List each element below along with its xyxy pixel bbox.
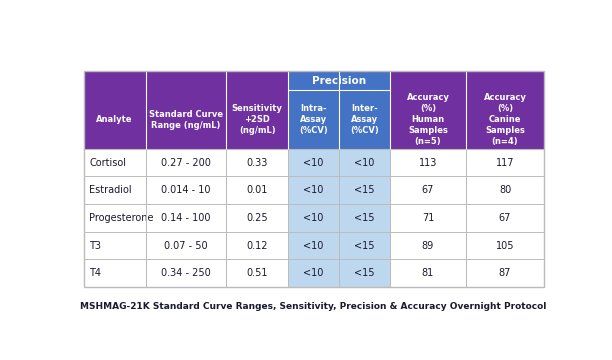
Text: 0.25: 0.25 — [247, 213, 268, 223]
Bar — [466, 176, 543, 204]
Text: <10: <10 — [304, 240, 324, 251]
Bar — [390, 232, 466, 260]
Bar — [339, 232, 390, 260]
Text: 105: 105 — [496, 240, 514, 251]
Bar — [84, 71, 543, 149]
Text: Accuracy
(%)
Canine
Samples
(n=4): Accuracy (%) Canine Samples (n=4) — [483, 93, 526, 146]
Text: 0.34 - 250: 0.34 - 250 — [161, 268, 211, 278]
Text: 89: 89 — [422, 240, 434, 251]
Text: 67: 67 — [422, 185, 434, 195]
Text: 113: 113 — [419, 158, 437, 168]
Bar — [84, 204, 146, 232]
Text: Intra-
Assay
(%CV): Intra- Assay (%CV) — [299, 104, 328, 135]
Bar — [466, 260, 543, 287]
Bar — [390, 176, 466, 204]
Text: 0.51: 0.51 — [247, 268, 268, 278]
Bar — [84, 71, 543, 287]
Text: <10: <10 — [304, 158, 324, 168]
Text: Progesterone: Progesterone — [89, 213, 154, 223]
Text: MSHMAG-21K Standard Curve Ranges, Sensitivity, Precision & Accuracy Overnight Pr: MSHMAG-21K Standard Curve Ranges, Sensit… — [80, 302, 547, 311]
Text: 0.27 - 200: 0.27 - 200 — [161, 158, 211, 168]
Bar — [288, 232, 339, 260]
Bar — [226, 176, 288, 204]
Text: 87: 87 — [499, 268, 511, 278]
Text: 71: 71 — [422, 213, 434, 223]
Bar — [146, 176, 226, 204]
Text: 0.12: 0.12 — [247, 240, 268, 251]
Bar — [226, 232, 288, 260]
Bar — [466, 204, 543, 232]
Text: T3: T3 — [89, 240, 101, 251]
Text: <15: <15 — [354, 240, 375, 251]
Text: T4: T4 — [89, 268, 101, 278]
Text: Estradiol: Estradiol — [89, 185, 132, 195]
Text: <15: <15 — [354, 185, 375, 195]
Bar — [288, 260, 339, 287]
Bar — [84, 149, 146, 176]
Bar — [288, 149, 339, 176]
Text: 0.07 - 50: 0.07 - 50 — [164, 240, 208, 251]
Text: Precision: Precision — [312, 76, 366, 86]
Text: 81: 81 — [422, 268, 434, 278]
Bar — [390, 204, 466, 232]
Text: <10: <10 — [354, 158, 375, 168]
Text: <10: <10 — [304, 185, 324, 195]
Bar — [226, 204, 288, 232]
Bar — [226, 149, 288, 176]
Bar — [84, 176, 146, 204]
Bar — [466, 149, 543, 176]
Bar — [226, 260, 288, 287]
Bar — [288, 71, 390, 90]
Bar — [390, 149, 466, 176]
Bar — [84, 260, 146, 287]
Bar — [288, 176, 339, 204]
Bar — [390, 260, 466, 287]
Text: Inter-
Assay
(%CV): Inter- Assay (%CV) — [350, 104, 379, 135]
Bar — [146, 260, 226, 287]
Text: <15: <15 — [354, 268, 375, 278]
Text: Standard Curve
Range (ng/mL): Standard Curve Range (ng/mL) — [149, 109, 223, 130]
Bar — [339, 204, 390, 232]
Text: Analyte: Analyte — [97, 115, 133, 124]
Bar — [288, 204, 339, 232]
Bar — [146, 204, 226, 232]
Bar — [339, 260, 390, 287]
Bar — [146, 232, 226, 260]
Text: Accuracy
(%)
Human
Samples
(n=5): Accuracy (%) Human Samples (n=5) — [406, 93, 449, 146]
Bar — [339, 176, 390, 204]
Text: 67: 67 — [499, 213, 511, 223]
Text: Sensitivity
+2SD
(ng/mL): Sensitivity +2SD (ng/mL) — [232, 104, 283, 135]
Text: <15: <15 — [354, 213, 375, 223]
Text: <10: <10 — [304, 268, 324, 278]
Text: 0.014 - 10: 0.014 - 10 — [161, 185, 211, 195]
Text: 117: 117 — [496, 158, 514, 168]
Bar — [339, 149, 390, 176]
Text: 80: 80 — [499, 185, 511, 195]
Bar — [146, 149, 226, 176]
Text: <10: <10 — [304, 213, 324, 223]
Text: 0.14 - 100: 0.14 - 100 — [161, 213, 211, 223]
Text: 0.33: 0.33 — [247, 158, 268, 168]
Bar — [84, 232, 146, 260]
Bar — [466, 232, 543, 260]
Text: Cortisol: Cortisol — [89, 158, 126, 168]
Text: 0.01: 0.01 — [247, 185, 268, 195]
Bar — [339, 90, 390, 149]
Bar — [288, 90, 339, 149]
